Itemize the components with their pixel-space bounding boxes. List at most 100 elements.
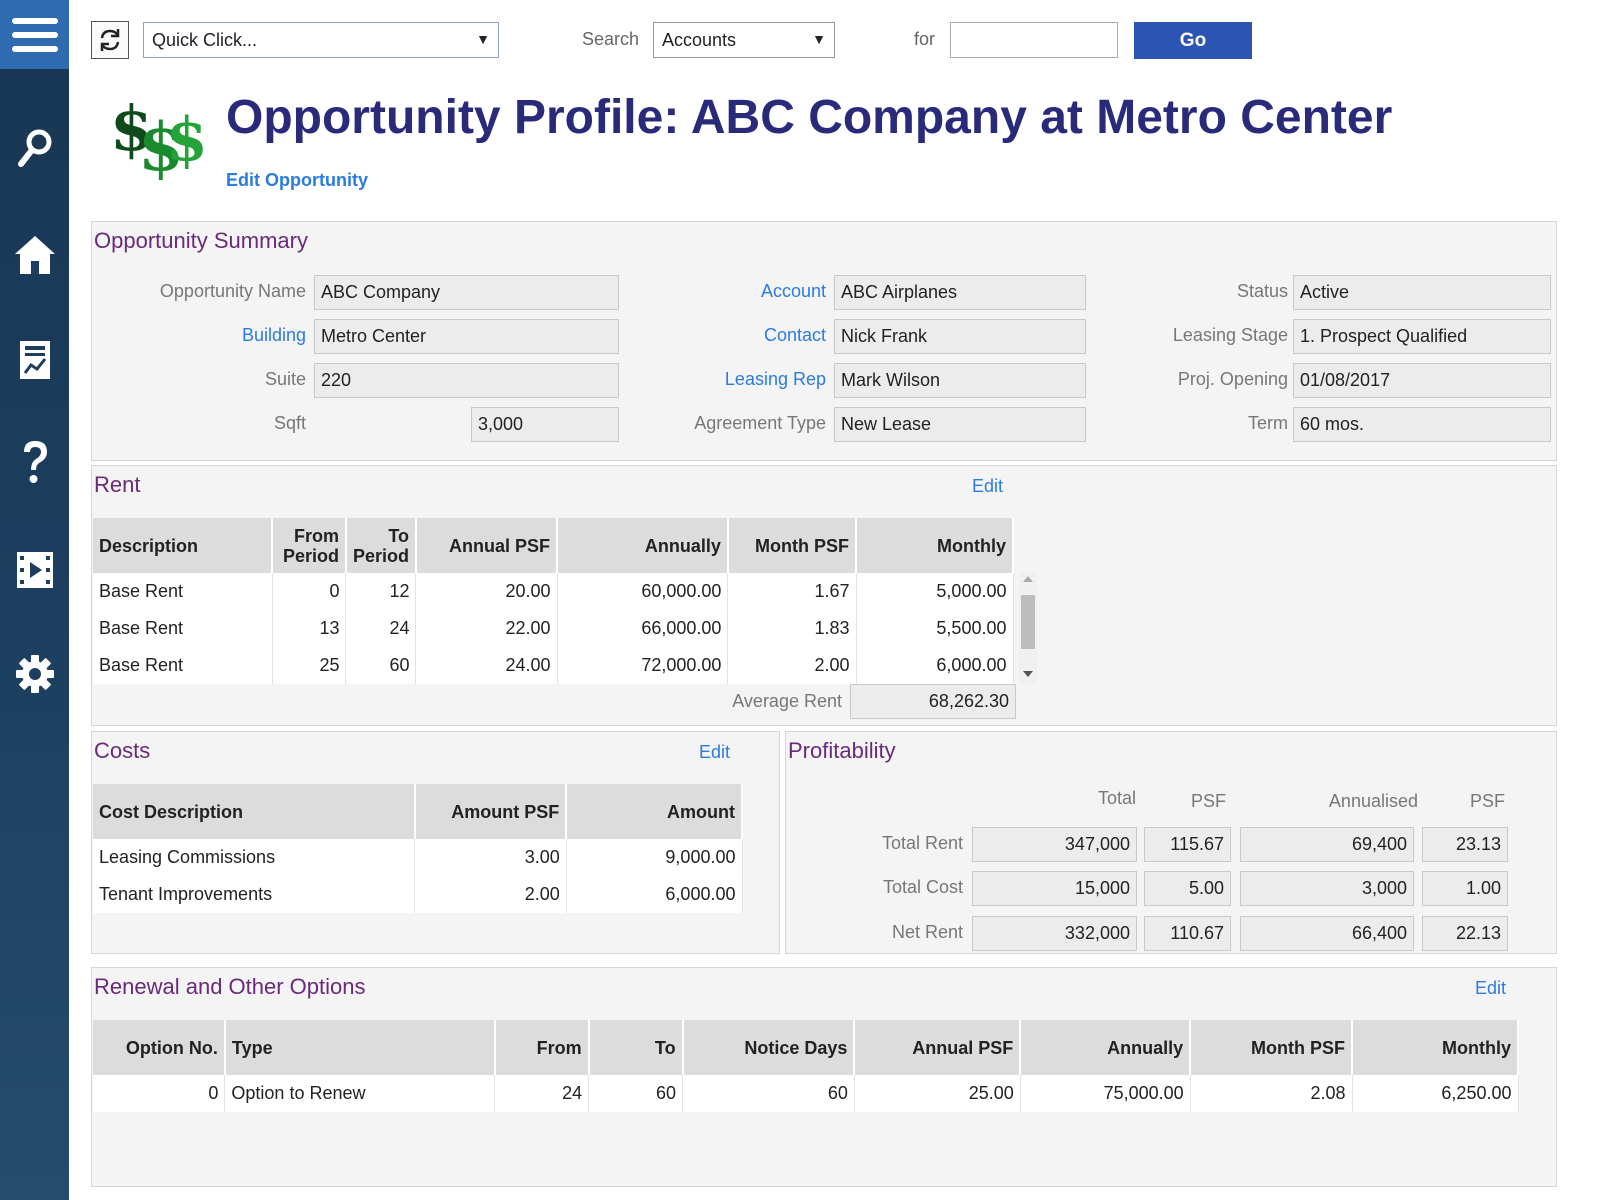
nav-search[interactable] [0, 118, 69, 178]
term-label: Term [1248, 413, 1288, 433]
costs-title: Costs [94, 738, 151, 763]
building-link[interactable]: Building [241, 325, 306, 345]
table-row[interactable]: Base Rent 13 24 22.00 66,000.00 1.83 5,5… [93, 610, 1014, 647]
costs-edit-link[interactable]: Edit [699, 742, 731, 762]
annually-header: Annually [557, 518, 729, 573]
to-period-header: To Period [345, 518, 417, 573]
rent-annual-psf: 20.00 [415, 573, 558, 610]
status-label: Status [1236, 281, 1288, 301]
rent-annual-psf: 22.00 [415, 610, 558, 647]
suite-field: 220 [314, 363, 619, 398]
average-rent-field: 68,262.30 [850, 684, 1016, 719]
annual-psf-header: Annual PSF [415, 518, 559, 573]
table-row[interactable]: Base Rent 0 12 20.00 60,000.00 1.67 5,00… [93, 573, 1014, 610]
costs-table: Cost Description Amount PSF Amount Leasi… [93, 784, 743, 913]
net-rent-total: 332,000 [972, 916, 1137, 951]
renewal-table: Option No. Type From To Notice Days Annu… [93, 1020, 1519, 1112]
rent-to: 60 [345, 647, 417, 684]
menu-button[interactable] [0, 0, 69, 69]
profitability-panel: Profitability Total PSF Annualised PSF T… [785, 731, 1557, 954]
scroll-up-icon[interactable] [1023, 576, 1033, 582]
renewal-from: 24 [494, 1075, 590, 1112]
account-link[interactable]: Account [760, 281, 826, 301]
to-header: To [588, 1020, 684, 1075]
annualised-header: Annualised [1328, 791, 1418, 811]
rent-from: 13 [272, 610, 347, 647]
rent-annual-psf: 24.00 [415, 647, 558, 684]
quick-click-select[interactable]: Quick Click... ▼ [143, 22, 499, 58]
top-toolbar: Quick Click... ▼ Search Accounts ▼ for G… [91, 20, 1291, 60]
total-rent-annualised: 69,400 [1240, 827, 1414, 862]
video-icon [16, 552, 53, 588]
rent-annually: 66,000.00 [557, 610, 729, 647]
rent-month-psf: 1.83 [727, 610, 857, 647]
renewal-monthly: 6,250.00 [1352, 1075, 1519, 1112]
from-period-header: From Period [272, 518, 347, 573]
quick-click-value: Quick Click... [152, 29, 258, 50]
svg-text:$: $ [166, 105, 208, 175]
reports-icon [19, 341, 50, 379]
settings-icon [15, 655, 54, 693]
go-button[interactable]: Go [1134, 22, 1252, 59]
type-header: Type [224, 1020, 496, 1075]
building-field: Metro Center [314, 319, 619, 354]
total-cost-total: 15,000 [972, 871, 1137, 906]
rent-edit-link[interactable]: Edit [972, 476, 1004, 496]
sqft-field: 3,000 [471, 407, 619, 442]
rent-monthly: 5,500.00 [856, 610, 1014, 647]
edit-opportunity-link[interactable]: Edit Opportunity [226, 170, 368, 190]
account-field: ABC Airplanes [834, 275, 1086, 310]
rent-to: 24 [345, 610, 417, 647]
monthly-header: Monthly [1352, 1020, 1519, 1075]
proj-opening-field: 01/08/2017 [1293, 363, 1551, 398]
annual-psf-header: Annual PSF [854, 1020, 1022, 1075]
cost-amount-psf: 3.00 [414, 839, 567, 876]
rent-month-psf: 2.00 [727, 647, 857, 684]
renewal-annual-psf: 25.00 [854, 1075, 1021, 1112]
search-scope-select[interactable]: Accounts ▼ [653, 22, 835, 58]
table-row[interactable]: Base Rent 25 60 24.00 72,000.00 2.00 6,0… [93, 647, 1014, 684]
table-row[interactable]: Tenant Improvements 2.00 6,000.00 [93, 876, 743, 913]
amount-psf-header: Amount PSF [414, 784, 568, 839]
help-icon [23, 441, 47, 483]
monthly-header: Monthly [856, 518, 1014, 573]
nav-home[interactable] [0, 225, 69, 285]
rent-month-psf: 1.67 [727, 573, 857, 610]
renewal-edit-link[interactable]: Edit [1475, 978, 1507, 998]
nav-help[interactable] [0, 432, 69, 492]
sqft-label: Sqft [273, 413, 306, 433]
hamburger-icon [11, 17, 58, 52]
rent-description: Base Rent [93, 573, 273, 610]
leasing-rep-link[interactable]: Leasing Rep [724, 369, 826, 389]
agreement-type-field: New Lease [834, 407, 1086, 442]
sidebar [0, 0, 69, 1200]
search-label: Search [582, 29, 640, 49]
nav-settings[interactable] [0, 644, 69, 704]
net-rent-annualised: 66,400 [1240, 916, 1414, 951]
costs-header-row: Cost Description Amount PSF Amount [93, 784, 743, 839]
table-row[interactable]: Leasing Commissions 3.00 9,000.00 [93, 839, 743, 876]
search-input[interactable] [950, 22, 1118, 58]
scroll-thumb[interactable] [1021, 595, 1035, 649]
opportunity-summary-panel: Opportunity Summary Opportunity Name ABC… [91, 221, 1557, 461]
cost-amount: 9,000.00 [566, 839, 743, 876]
rent-description: Base Rent [93, 647, 273, 684]
renewal-notice-days: 60 [682, 1075, 855, 1112]
rent-from: 0 [272, 573, 347, 610]
nav-video[interactable] [0, 540, 69, 600]
renewal-header-row: Option No. Type From To Notice Days Annu… [93, 1020, 1519, 1075]
total-header: Total [1097, 788, 1136, 808]
svg-text:$: $ [110, 92, 153, 165]
scroll-down-icon[interactable] [1023, 671, 1033, 677]
rent-scrollbar[interactable] [1019, 573, 1037, 684]
table-row[interactable]: 0 Option to Renew 24 60 60 25.00 75,000.… [93, 1075, 1519, 1112]
total-cost-annualised-psf: 1.00 [1422, 871, 1508, 906]
refresh-button[interactable] [91, 21, 129, 59]
contact-link[interactable]: Contact [763, 325, 826, 345]
nav-reports[interactable] [0, 330, 69, 390]
dropdown-arrow-icon: ▼ [812, 31, 826, 47]
month-psf-header: Month PSF [1190, 1020, 1354, 1075]
month-psf-header: Month PSF [727, 518, 858, 573]
renewal-option-no: 0 [93, 1075, 226, 1112]
description-header: Description [93, 518, 274, 573]
